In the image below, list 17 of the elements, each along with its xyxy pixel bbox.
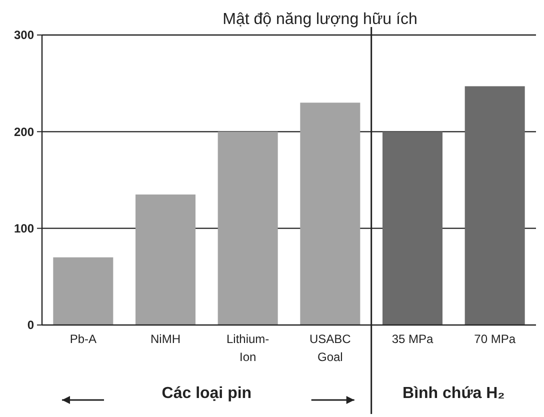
- y-tick-label: 300: [14, 28, 34, 42]
- bar: [218, 132, 278, 325]
- x-tick-label: NiMH: [150, 332, 180, 346]
- x-tick-label: 70 MPa: [474, 332, 516, 346]
- chart-title: Mật độ năng lượng hữu ích: [222, 11, 418, 28]
- y-tick-label: 0: [27, 318, 34, 332]
- x-tick-label: 35 MPa: [392, 332, 434, 346]
- text: Các loại pin: [162, 385, 252, 402]
- x-tick-label: USABC Goal: [309, 332, 352, 364]
- bar: [53, 257, 114, 325]
- x-tick-label: Pb-A: [70, 332, 97, 346]
- y-tick-label: 100: [14, 222, 34, 236]
- text: Bình chứa H₂: [402, 385, 505, 402]
- bar: [300, 102, 360, 325]
- x-tick-label: Lithium-Ion: [226, 332, 270, 364]
- y-tick-label: 200: [14, 124, 34, 139]
- bar: [136, 194, 196, 325]
